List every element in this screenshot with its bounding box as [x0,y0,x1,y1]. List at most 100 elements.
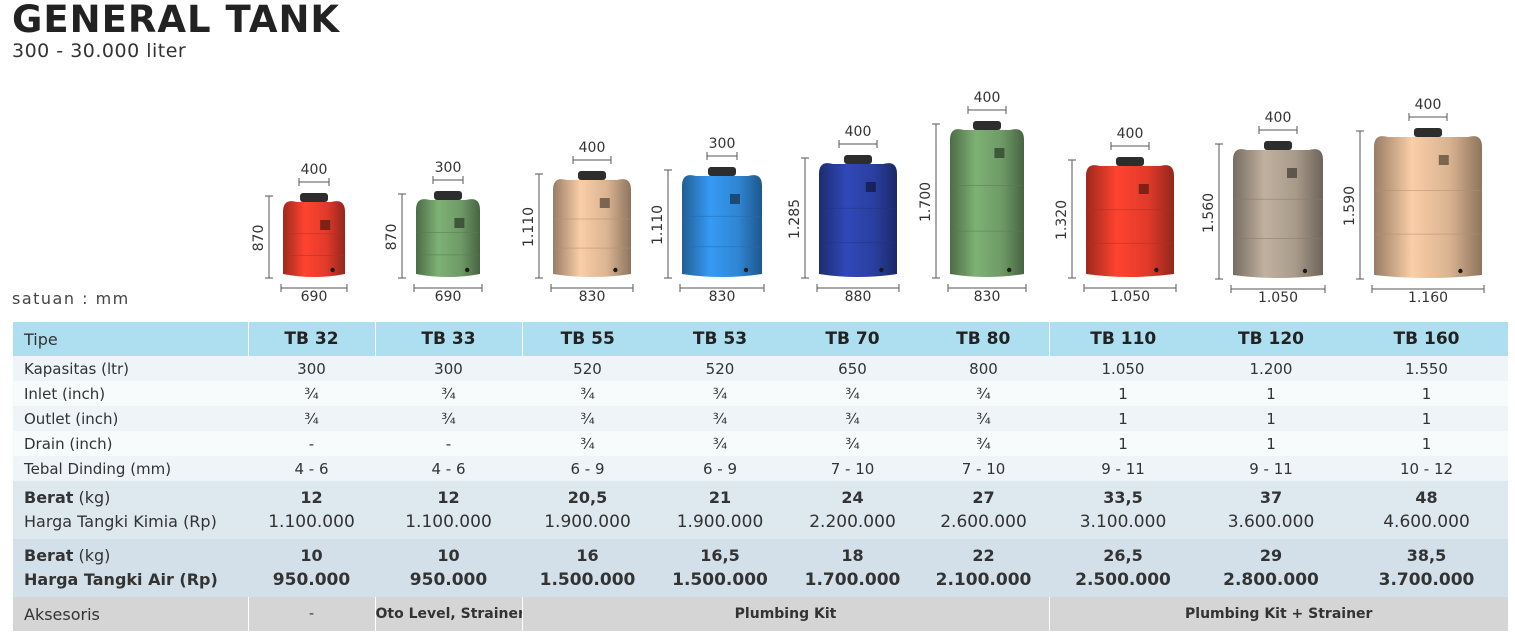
width-label: 830 [578,289,606,305]
inlet-cell: ¾ [375,381,522,406]
kimia-cell: 20,5 1.900.000 [522,481,653,539]
tank-3-illustration [535,156,634,292]
tank-body [682,175,762,277]
harga-value: 1.900.000 [676,512,764,532]
kapasitas-cell: 1.050 [1049,356,1197,381]
kimia-cell: 27 2.600.000 [918,481,1049,539]
outlet-cell: ¾ [248,406,375,431]
kapasitas-cell: 1.200 [1197,356,1345,381]
top-diameter-label: 300 [434,160,462,176]
tank-body [553,179,631,277]
page-title: GENERAL TANK [12,0,341,41]
drain-cell: ¾ [522,431,653,456]
tebal-cell: 6 - 9 [522,456,653,481]
outlet-cell: ¾ [918,406,1049,431]
berat-value: 26,5 [1103,546,1143,565]
outlet-cell: 1 [1345,406,1508,431]
air-cell: 29 2.800.000 [1197,539,1345,597]
tebal-cell: 9 - 11 [1049,456,1197,481]
drain-outlet [330,267,335,273]
table-row-outlet: Outlet (inch) ¾ ¾ ¾ ¾ ¾ ¾ 1 1 1 [13,406,1508,431]
berat-value: 12 [300,488,323,507]
aksesoris-cell: - [247,597,375,631]
berat-value: 16 [576,546,599,565]
berat-value: 27 [972,488,995,507]
kimia-cell: 24 2.200.000 [787,481,918,539]
model-cell: TB 33 [374,322,522,356]
inlet-cell: 1 [1197,381,1345,406]
brand-logo-icon [994,148,1005,158]
top-diameter-label: 400 [300,162,328,178]
kimia-cell: 48 4.600.000 [1345,481,1508,539]
top-diameter-label: 400 [973,90,1001,106]
width-label: 1.050 [1257,290,1299,306]
tank-9-illustration [1356,113,1485,293]
model-cell: TB 70 [787,322,918,356]
tank-4-illustration [664,152,765,292]
air-cell: 16 1.500.000 [522,539,653,597]
outlet-cell: ¾ [522,406,653,431]
air-cell: 16,5 1.500.000 [653,539,787,597]
brand-logo-icon [865,182,876,192]
kapasitas-cell: 1.550 [1345,356,1508,381]
berat-value: 12 [437,488,460,507]
label-air: Berat (kg) Harga Tangki Air (Rp) [13,539,248,597]
label-aksesoris: Aksesoris [13,597,248,631]
harga-value: 4.600.000 [1383,512,1470,532]
air-cell: 18 1.700.000 [787,539,918,597]
harga-value: 3.700.000 [1378,570,1475,590]
width-label: 1.050 [1109,289,1151,305]
harga-value: 2.500.000 [1075,570,1171,590]
model-cell: TB 110 [1048,322,1197,356]
drain-outlet [1458,268,1463,274]
kimia-cell: 21 1.900.000 [653,481,787,539]
inlet-cell: 1 [1049,381,1197,406]
label-tebal: Tebal Dinding (mm) [13,456,248,481]
tebal-cell: 4 - 6 [375,456,522,481]
berat-label: Berat [24,546,74,565]
width-label: 690 [300,289,328,305]
tank-lid [300,193,328,202]
drain-cell: 1 [1197,431,1345,456]
outlet-cell: ¾ [787,406,918,431]
outlet-cell: ¾ [653,406,787,431]
tank-lid [708,167,736,176]
label-kimia: Berat (kg) Harga Tangki Kimia (Rp) [13,481,248,539]
harga-value: 1.500.000 [672,570,768,590]
berat-value: 29 [1259,546,1283,565]
berat-value: 33,5 [1103,488,1143,507]
aksesoris-cell: Plumbing Kit + Strainer [1048,597,1508,631]
harga-value: 2.600.000 [940,512,1027,532]
kapasitas-cell: 300 [248,356,375,381]
model-cell: TB 53 [653,322,787,356]
brand-logo-icon [320,220,331,230]
brand-logo-icon [599,198,610,208]
drain-cell: - [375,431,522,456]
tank-body [819,163,897,277]
inlet-cell: ¾ [787,381,918,406]
tank-5-illustration [801,140,900,292]
berat-value: 48 [1415,488,1438,507]
drain-outlet [465,267,470,273]
model-cell: TB 80 [918,322,1049,356]
tebal-cell: 7 - 10 [787,456,918,481]
harga-value: 950.000 [409,570,488,590]
table-row-inlet: Inlet (inch) ¾ ¾ ¾ ¾ ¾ ¾ 1 1 1 [13,381,1508,406]
berat-value: 16,5 [700,546,740,565]
brand-logo-icon [1138,184,1149,194]
unit-note: satuan : mm [12,289,130,308]
berat-value: 38,5 [1406,546,1447,565]
inlet-cell: 1 [1345,381,1508,406]
tank-body [1086,165,1174,277]
tebal-cell: 7 - 10 [918,456,1049,481]
table-row-aksesoris: Aksesoris - Oto Level, Strainer Plumbing… [13,597,1508,631]
drain-cell: ¾ [918,431,1049,456]
berat-value: 18 [841,546,864,565]
kapasitas-cell: 650 [787,356,918,381]
model-cell: TB 55 [521,322,653,356]
kapasitas-cell: 520 [653,356,787,381]
berat-unit: (kg) [73,488,111,507]
table-row-tebal: Tebal Dinding (mm) 4 - 6 4 - 6 6 - 9 6 -… [13,456,1508,481]
table-row-drain: Drain (inch) - - ¾ ¾ ¾ ¾ 1 1 1 [13,431,1508,456]
brand-logo-icon [454,218,465,228]
